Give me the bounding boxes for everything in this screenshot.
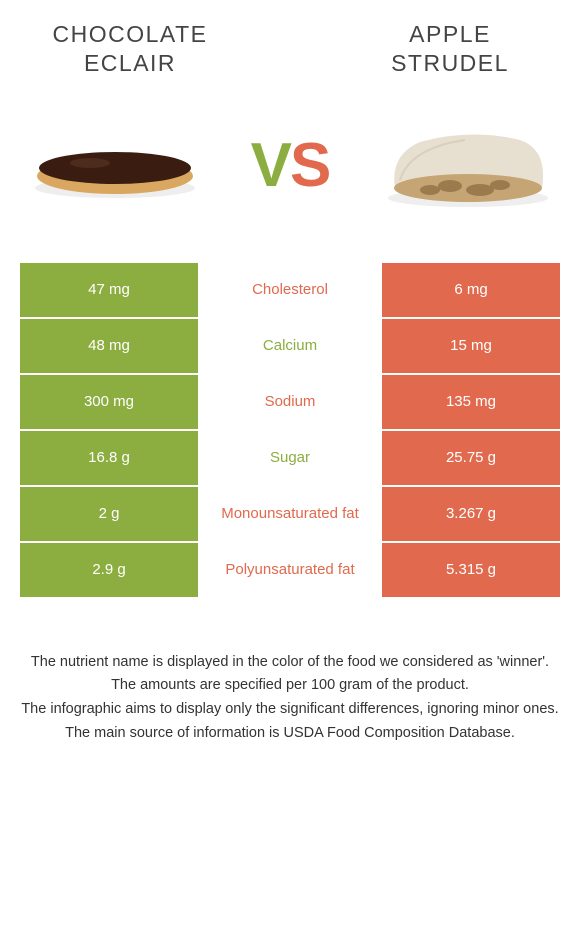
table-row: 16.8 gSugar25.75 g (20, 431, 560, 485)
footer-line: The nutrient name is displayed in the co… (20, 652, 560, 674)
nutrition-table: 47 mgCholesterol6 mg48 mgCalcium15 mg300… (20, 263, 560, 597)
right-value: 3.267 g (382, 487, 560, 541)
right-value: 135 mg (382, 375, 560, 429)
eclair-image (20, 110, 210, 220)
right-value: 6 mg (382, 263, 560, 317)
left-value: 300 mg (20, 375, 198, 429)
right-value: 25.75 g (382, 431, 560, 485)
nutrient-label: Cholesterol (198, 263, 382, 317)
nutrient-label: Monounsaturated fat (198, 487, 382, 541)
title-right: APPLE STRUDEL (350, 20, 550, 78)
strudel-image (370, 110, 560, 220)
table-row: 2 gMonounsaturated fat3.267 g (20, 487, 560, 541)
footer-line: The infographic aims to display only the… (20, 699, 560, 721)
left-value: 47 mg (20, 263, 198, 317)
vs-v: V (251, 131, 290, 200)
vs-label: VS (251, 130, 330, 201)
images-row: VS (10, 88, 570, 248)
right-value: 15 mg (382, 319, 560, 373)
footer-line: The main source of information is USDA F… (20, 723, 560, 745)
table-row: 47 mgCholesterol6 mg (20, 263, 560, 317)
nutrient-label: Calcium (198, 319, 382, 373)
table-row: 300 mgSodium135 mg (20, 375, 560, 429)
titles-row: CHOCOLATE ECLAIR APPLE STRUDEL (10, 20, 570, 88)
left-value: 2 g (20, 487, 198, 541)
table-row: 2.9 gPolyunsaturated fat5.315 g (20, 543, 560, 597)
footer-line: The amounts are specified per 100 gram o… (20, 675, 560, 697)
footer-notes: The nutrient name is displayed in the co… (20, 652, 560, 745)
left-value: 16.8 g (20, 431, 198, 485)
left-value: 2.9 g (20, 543, 198, 597)
infographic-container: CHOCOLATE ECLAIR APPLE STRUDEL VS (0, 0, 580, 745)
vs-s: S (290, 131, 329, 200)
nutrient-label: Sugar (198, 431, 382, 485)
right-value: 5.315 g (382, 543, 560, 597)
left-value: 48 mg (20, 319, 198, 373)
title-left: CHOCOLATE ECLAIR (30, 20, 230, 78)
nutrient-label: Sodium (198, 375, 382, 429)
table-row: 48 mgCalcium15 mg (20, 319, 560, 373)
nutrient-label: Polyunsaturated fat (198, 543, 382, 597)
